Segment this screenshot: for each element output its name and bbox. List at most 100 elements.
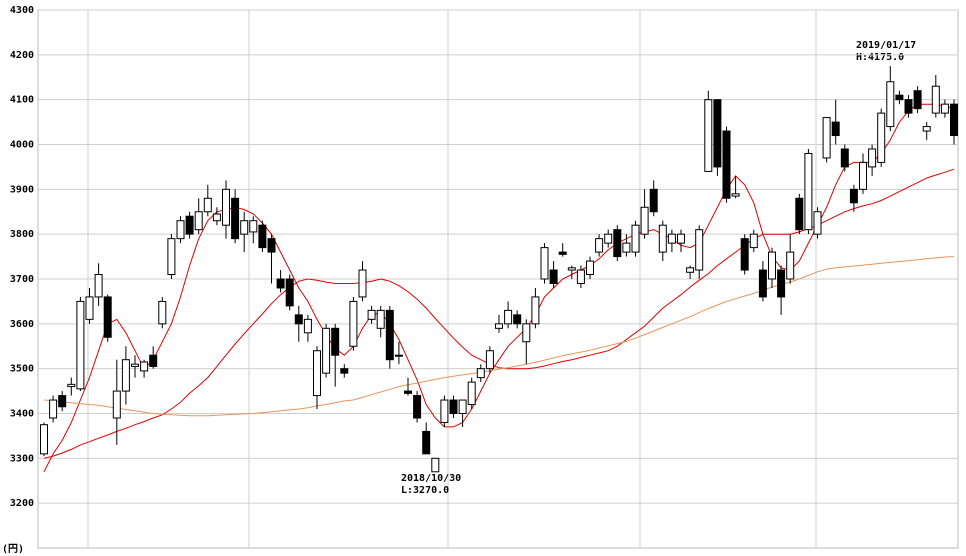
candle-body — [331, 327, 340, 356]
candle-body — [76, 300, 85, 390]
candle-body — [768, 251, 776, 280]
candle-body — [704, 99, 713, 172]
candle-body — [349, 300, 358, 347]
candle-body — [804, 152, 813, 231]
candle-body — [449, 399, 458, 414]
y-tick-label: 3200 — [10, 498, 34, 509]
candle-body — [67, 383, 76, 388]
candle-body — [595, 238, 604, 253]
annotation-date: 2018/10/30 — [401, 473, 461, 484]
moving-average — [43, 103, 955, 473]
candle-body — [103, 296, 112, 338]
candle-body — [868, 148, 877, 168]
y-unit: (円) — [2, 543, 24, 555]
candle-body — [950, 103, 958, 137]
candle-body — [849, 188, 858, 204]
candle-body — [940, 103, 949, 114]
candle-body — [240, 220, 249, 235]
y-tick-label: 3800 — [10, 229, 34, 240]
candle-body — [540, 247, 549, 280]
candle-body — [185, 215, 194, 235]
candle-body — [504, 309, 513, 325]
candle-body — [740, 238, 749, 271]
candle-body — [158, 300, 167, 325]
candle-body — [931, 85, 940, 114]
candle-body — [658, 224, 667, 253]
candle-body — [877, 112, 886, 163]
candle-body — [85, 296, 94, 320]
y-tick-label: 3700 — [10, 274, 34, 285]
candle-body — [467, 381, 476, 406]
candle-body — [913, 90, 922, 110]
candle-body — [567, 267, 576, 271]
candle-body — [622, 242, 631, 253]
candle-body — [485, 350, 494, 370]
candle-body — [667, 233, 676, 244]
candle-body — [176, 220, 185, 240]
candle-body — [458, 399, 467, 414]
candle-body — [604, 233, 613, 244]
candle-body — [695, 229, 704, 271]
candle-body — [859, 161, 867, 190]
y-tick-label: 4100 — [10, 95, 34, 106]
candle-body — [258, 224, 267, 249]
candle-body — [522, 323, 531, 343]
candle-body — [613, 229, 622, 258]
candle-body — [513, 314, 522, 325]
candle-body — [58, 395, 67, 408]
candle-body — [649, 188, 658, 213]
y-tick-label: 4300 — [10, 5, 34, 16]
candle-body — [758, 269, 767, 298]
candle-body — [267, 238, 276, 253]
candle-body — [313, 350, 321, 397]
candle-body — [404, 390, 412, 394]
moving-average — [43, 168, 955, 459]
y-tick-label: 3300 — [10, 453, 34, 464]
candle-body — [212, 213, 221, 222]
candle-body — [121, 359, 130, 392]
candle-body — [303, 318, 312, 334]
y-tick-label: 3900 — [10, 184, 34, 195]
candle-body — [777, 269, 786, 298]
candle-body — [40, 424, 48, 455]
candle-body — [576, 269, 585, 284]
candle-body — [786, 251, 795, 280]
candle-body — [358, 269, 367, 298]
candle-body — [640, 206, 649, 235]
y-tick-label: 3400 — [10, 409, 34, 420]
candle-body — [112, 390, 121, 419]
candle-body — [440, 399, 449, 423]
candle-body — [385, 309, 394, 361]
candle-body — [840, 148, 849, 168]
candle-body — [376, 309, 385, 329]
candle-body — [276, 278, 285, 289]
candle-body — [813, 211, 822, 235]
candle-body — [49, 399, 58, 419]
candle-body — [886, 81, 895, 128]
candle-body — [549, 269, 558, 284]
candle-body — [294, 314, 303, 325]
candle-body — [922, 126, 931, 132]
candle-body — [394, 354, 403, 357]
y-tick-label: 3600 — [10, 319, 34, 330]
candle-body — [231, 197, 240, 240]
candle-body — [222, 188, 230, 226]
candle-body — [722, 130, 731, 199]
candle-body — [677, 233, 685, 244]
candle-body — [713, 99, 722, 168]
candle-body — [822, 117, 831, 159]
candle-body — [495, 323, 503, 329]
candle-body — [94, 274, 103, 298]
candle-body — [413, 395, 422, 419]
y-tick-label: 4000 — [10, 140, 34, 151]
candle-body — [831, 121, 840, 137]
candle-body — [140, 361, 149, 372]
candle-body — [731, 193, 740, 197]
candle-body — [586, 260, 594, 276]
moving-average — [43, 256, 955, 417]
candle-body — [194, 211, 203, 231]
candle-body — [322, 327, 331, 374]
candle-body — [149, 354, 158, 367]
candle-body — [686, 267, 695, 273]
